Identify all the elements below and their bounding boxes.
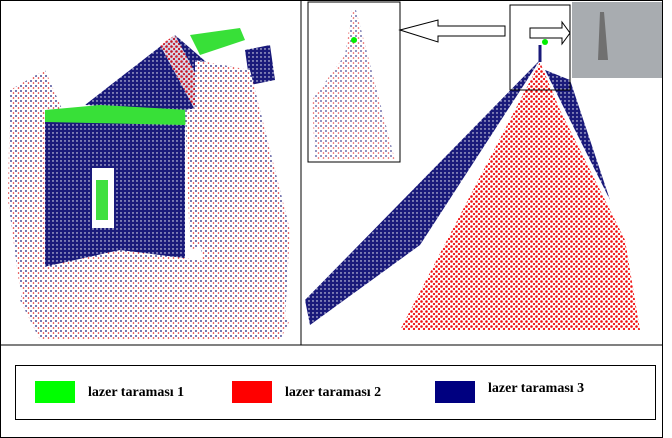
legend-label: lazer taraması 1 [88,385,184,400]
legend-swatch [232,381,272,403]
building-point-cloud [8,28,290,340]
legend-swatch [435,381,475,403]
legend-label: lazer taraması 2 [285,385,381,400]
legend: lazer taraması 1 lazer taraması 2 lazer ta… [35,381,584,403]
figure-canvas: lazer taraması 1 lazer taraması 2 lazer ta… [0,0,672,438]
figure: lazer taraması 1 lazer taraması 2 lazer ta… [0,0,672,438]
legend-swatch [35,381,75,403]
legend-label: lazer taraması 3 [488,381,584,396]
